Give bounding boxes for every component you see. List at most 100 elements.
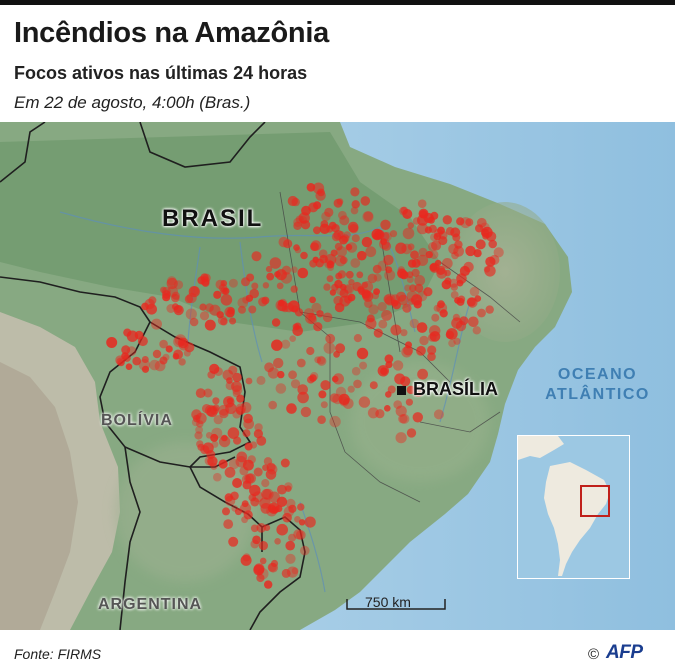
fire-point	[436, 265, 446, 275]
fire-point	[197, 443, 205, 451]
copyright-symbol: ©	[588, 646, 600, 663]
fire-point	[416, 322, 428, 333]
fire-point	[227, 427, 240, 439]
fire-point	[428, 224, 437, 233]
fire-point	[427, 345, 437, 355]
fire-point	[445, 330, 455, 339]
fire-point	[402, 209, 413, 219]
fire-point	[324, 207, 334, 217]
fire-point	[285, 498, 296, 509]
fire-point	[416, 346, 426, 356]
fire-point	[221, 434, 228, 442]
fire-point	[291, 567, 299, 575]
fire-point	[361, 236, 373, 248]
fire-point	[225, 495, 236, 506]
fire-point	[488, 239, 498, 249]
fire-point	[173, 336, 185, 348]
fire-point	[261, 296, 270, 305]
fire-point	[297, 267, 309, 279]
fire-point	[336, 246, 347, 258]
fire-point	[320, 380, 331, 391]
label-ocean: OCEANO ATLÂNTICO	[541, 365, 654, 405]
fire-point	[395, 242, 407, 254]
fire-point	[350, 187, 360, 197]
fire-point	[184, 294, 194, 304]
fire-point	[294, 516, 301, 523]
label-capital: BRASÍLIA	[413, 379, 498, 399]
fire-point	[281, 265, 291, 275]
fire-point	[373, 288, 380, 295]
fire-point	[381, 232, 390, 241]
fire-point	[293, 244, 300, 251]
fire-point	[392, 360, 404, 371]
fire-point	[300, 251, 308, 260]
fire-point	[474, 295, 482, 302]
fire-point	[188, 286, 200, 298]
fire-point	[349, 224, 359, 234]
fire-point	[293, 217, 303, 227]
fire-point	[271, 318, 281, 327]
fire-point	[389, 230, 398, 238]
fire-point	[390, 294, 401, 305]
border-bolivia-south	[104, 421, 236, 468]
fire-point	[286, 403, 297, 414]
fire-point	[290, 379, 301, 389]
tapajos-river	[239, 241, 263, 363]
fire-point	[418, 247, 428, 257]
fire-point	[231, 505, 238, 512]
fire-point	[324, 259, 334, 269]
fire-point	[384, 354, 394, 364]
fire-point	[252, 535, 261, 545]
fire-point	[151, 318, 162, 330]
fire-point	[213, 472, 222, 482]
fire-point	[445, 227, 455, 236]
fire-point	[441, 279, 452, 290]
fire-point	[441, 258, 453, 269]
fire-point	[364, 299, 373, 308]
border-venezuela	[0, 122, 46, 183]
fire-point	[226, 397, 234, 405]
fire-point	[339, 235, 348, 245]
fire-point	[270, 559, 279, 568]
northeast-dry	[450, 202, 560, 342]
fire-point	[485, 256, 496, 267]
fire-point	[309, 296, 316, 304]
fire-point	[231, 381, 242, 392]
fire-point	[430, 233, 438, 242]
fire-point	[274, 538, 281, 545]
fire-point	[325, 333, 336, 344]
fire-point	[402, 303, 412, 313]
fire-point	[384, 405, 391, 412]
fire-point	[316, 355, 326, 365]
fire-point	[450, 283, 458, 291]
fire-point	[230, 491, 239, 501]
fire-point	[278, 236, 289, 248]
fire-point	[331, 283, 339, 291]
fire-point	[373, 328, 383, 338]
fire-point	[339, 288, 349, 298]
fire-point	[433, 409, 444, 420]
fire-point	[353, 334, 362, 343]
top-rule	[0, 0, 675, 5]
fire-point	[323, 342, 336, 354]
fire-point	[406, 276, 414, 283]
fire-point	[173, 280, 184, 290]
fire-point	[385, 391, 392, 398]
fire-point	[367, 273, 378, 284]
inset-highlight-box	[580, 485, 610, 517]
fire-point	[358, 396, 371, 408]
fire-point	[258, 541, 268, 551]
fire-point	[417, 199, 427, 208]
fire-point	[237, 297, 249, 309]
fire-point	[276, 523, 289, 536]
fire-point	[213, 367, 223, 376]
fire-point	[292, 325, 304, 337]
fire-point	[375, 409, 385, 419]
fire-point	[199, 311, 210, 321]
fire-point	[406, 385, 416, 395]
fire-point	[427, 352, 436, 361]
fire-point	[472, 326, 481, 335]
fire-point	[345, 270, 354, 279]
fire-point	[318, 249, 328, 258]
fire-point	[465, 245, 476, 257]
